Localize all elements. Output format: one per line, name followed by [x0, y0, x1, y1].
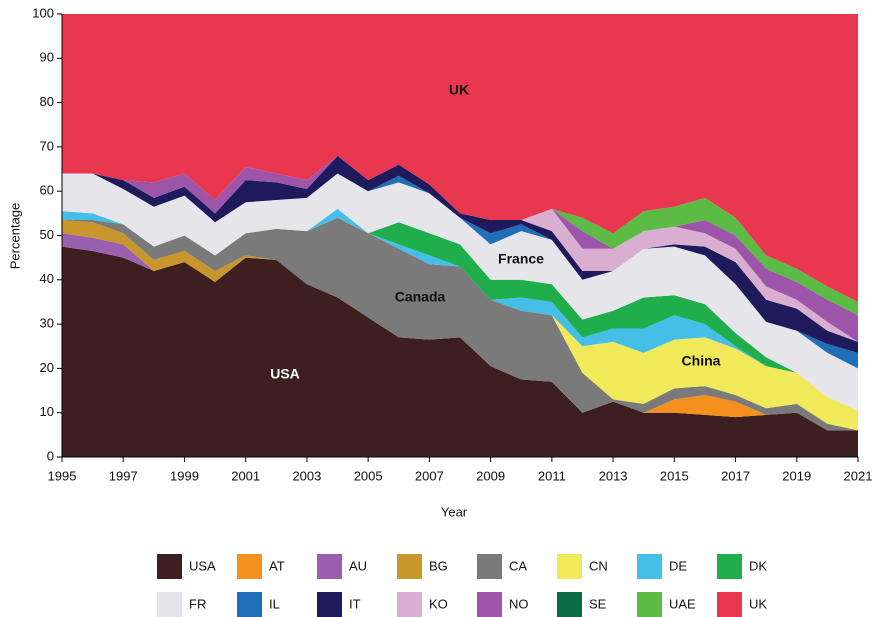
- y-tick-label: 50: [40, 227, 54, 242]
- area: [62, 173, 858, 411]
- legend-label: NO: [509, 596, 529, 611]
- legend-swatch: [397, 554, 422, 579]
- legend-swatch: [637, 554, 662, 579]
- x-tick-label: 2015: [660, 468, 689, 483]
- x-axis-label: Year: [441, 504, 468, 519]
- legend-swatch: [397, 592, 422, 617]
- legend-swatch: [237, 592, 262, 617]
- x-tick-label: 2011: [538, 468, 566, 483]
- legend-label: BG: [429, 558, 448, 573]
- legend-label: USA: [189, 558, 216, 573]
- legend-swatch: [477, 592, 502, 617]
- legend-label: FR: [189, 596, 206, 611]
- x-tick-label: 1997: [109, 468, 138, 483]
- legend-swatch: [157, 554, 182, 579]
- annotation: China: [682, 353, 721, 369]
- y-tick-label: 80: [40, 94, 54, 109]
- y-tick-label: 10: [40, 404, 54, 419]
- y-tick-label: 70: [40, 138, 54, 153]
- area: [62, 217, 858, 431]
- legend-label: CA: [509, 558, 527, 573]
- legend-label: AT: [269, 558, 285, 573]
- legend-swatch: [637, 592, 662, 617]
- legend-swatch: [557, 592, 582, 617]
- y-tick-label: 60: [40, 183, 54, 198]
- x-tick-label: 2021: [844, 468, 873, 483]
- x-tick-label: 2005: [354, 468, 383, 483]
- area: [62, 217, 858, 431]
- legend-label: CN: [589, 558, 608, 573]
- legend-label: DE: [669, 558, 687, 573]
- y-tick-label: 90: [40, 50, 54, 65]
- annotation: Canada: [395, 289, 446, 305]
- legend-label: UK: [749, 596, 767, 611]
- y-tick-label: 100: [32, 5, 54, 20]
- legend-swatch: [557, 554, 582, 579]
- y-axis-label: Percentage: [7, 203, 22, 270]
- legend-swatch: [717, 554, 742, 579]
- x-tick-label: 2013: [599, 468, 628, 483]
- legend-label: SE: [589, 596, 607, 611]
- legend-swatch: [317, 592, 342, 617]
- area: [62, 246, 858, 457]
- legend-label: AU: [349, 558, 367, 573]
- legend-swatch: [477, 554, 502, 579]
- annotation: France: [498, 251, 544, 267]
- x-tick-label: 2017: [721, 468, 750, 483]
- legend-label: UAE: [669, 596, 696, 611]
- legend-swatch: [317, 554, 342, 579]
- annotation: USA: [270, 366, 300, 382]
- annotation: UK: [449, 82, 469, 98]
- x-tick-label: 2019: [782, 468, 811, 483]
- x-tick-label: 1995: [48, 468, 77, 483]
- legend-label: KO: [429, 596, 448, 611]
- area: [62, 208, 858, 411]
- y-tick-label: 40: [40, 271, 54, 286]
- x-tick-label: 1999: [170, 468, 199, 483]
- legend-label: DK: [749, 558, 767, 573]
- legend-swatch: [717, 592, 742, 617]
- x-tick-label: 2003: [292, 468, 321, 483]
- x-tick-label: 2009: [476, 468, 505, 483]
- legend-swatch: [157, 592, 182, 617]
- legend-swatch: [237, 554, 262, 579]
- y-tick-label: 20: [40, 360, 54, 375]
- x-tick-label: 2007: [415, 468, 444, 483]
- legend-label: IT: [349, 596, 361, 611]
- legend-label: IL: [269, 596, 280, 611]
- area: [62, 14, 858, 302]
- y-tick-label: 0: [47, 448, 54, 463]
- x-tick-label: 2001: [231, 468, 260, 483]
- y-tick-label: 30: [40, 316, 54, 331]
